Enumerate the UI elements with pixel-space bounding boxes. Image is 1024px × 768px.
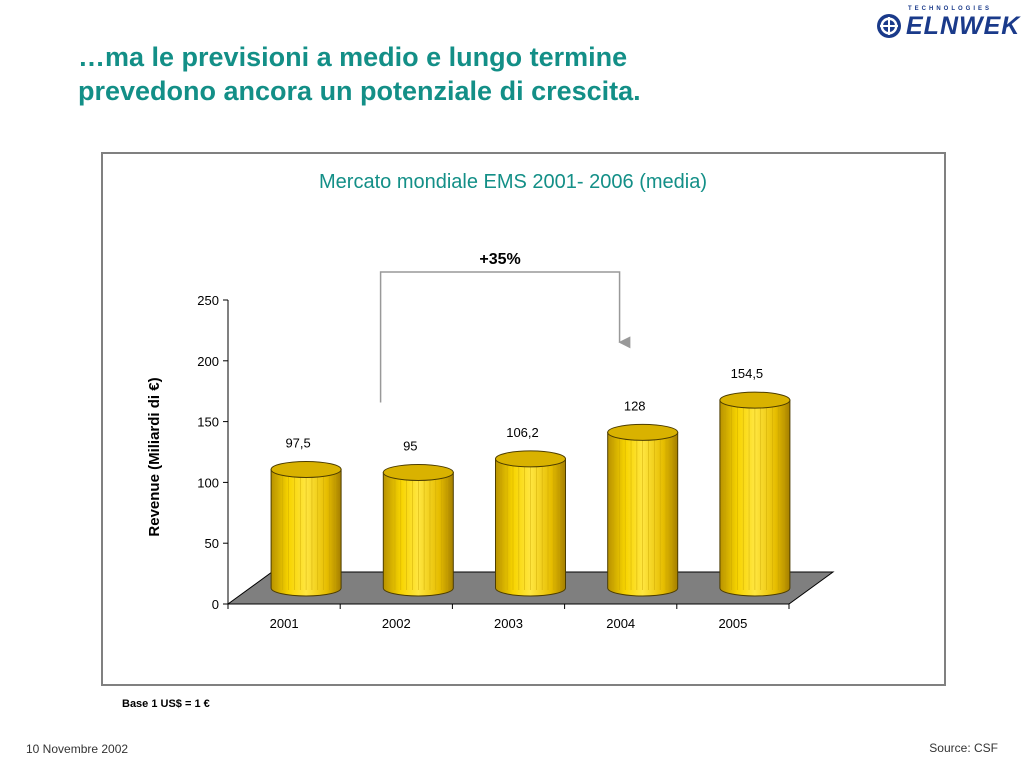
bar-data-label: 95 [403, 438, 417, 453]
growth-bracket [379, 271, 631, 403]
bar-data-label: 106,2 [506, 425, 539, 440]
y-tick-label: 250 [197, 293, 219, 308]
bar-top [719, 391, 791, 409]
slide-title-line-2: prevedono ancora un potenziale di cresci… [78, 76, 641, 106]
source-note: Source: CSF [929, 741, 998, 755]
y-tick-label: 200 [197, 354, 219, 369]
chart-title: Mercato mondiale EMS 2001- 2006 (media) [319, 171, 707, 193]
x-tick-label: 2001 [270, 616, 299, 631]
slide-title: …ma le previsioni a medio e lungo termin… [78, 40, 878, 108]
x-tick-label: 2005 [718, 616, 747, 631]
bar-data-label: 97,5 [285, 435, 310, 450]
logo-tagline: TECHNOLOGIES [908, 6, 993, 12]
x-tick-label: 2002 [382, 616, 411, 631]
growth-annotation: +35% [479, 251, 520, 268]
bar-top [382, 463, 454, 481]
company-logo: TECHNOLOGIES ELNWEK [874, 6, 1019, 46]
x-tick-label: 2003 [494, 616, 523, 631]
y-tick-label: 150 [197, 415, 219, 430]
bar [719, 391, 791, 597]
x-tick-label: 2004 [606, 616, 635, 631]
bar-data-label: 128 [624, 398, 646, 413]
logo-wordmark: ELNWEK [906, 12, 1021, 40]
y-tick-label: 50 [205, 536, 219, 551]
bar-chart: Mercato mondiale EMS 2001- 2006 (media) … [146, 171, 835, 631]
y-tick-label: 100 [197, 475, 219, 490]
y-tick-label: 0 [212, 597, 219, 612]
bar-top [607, 423, 679, 441]
bar-data-label: 154,5 [731, 366, 764, 381]
bar [270, 460, 342, 597]
bar [607, 423, 679, 597]
slide-date: 10 Novembre 2002 [26, 742, 129, 756]
currency-footnote: Base 1 US$ = 1 € [122, 698, 210, 710]
y-axis-label: Revenue (Miliardi di €) [146, 377, 163, 536]
bar [382, 463, 454, 597]
logo-emblem-icon [877, 14, 901, 38]
bar [495, 450, 566, 597]
bar-top [270, 460, 342, 478]
slide-title-line-1: …ma le previsioni a medio e lungo termin… [78, 42, 628, 72]
bar-top [495, 450, 566, 468]
